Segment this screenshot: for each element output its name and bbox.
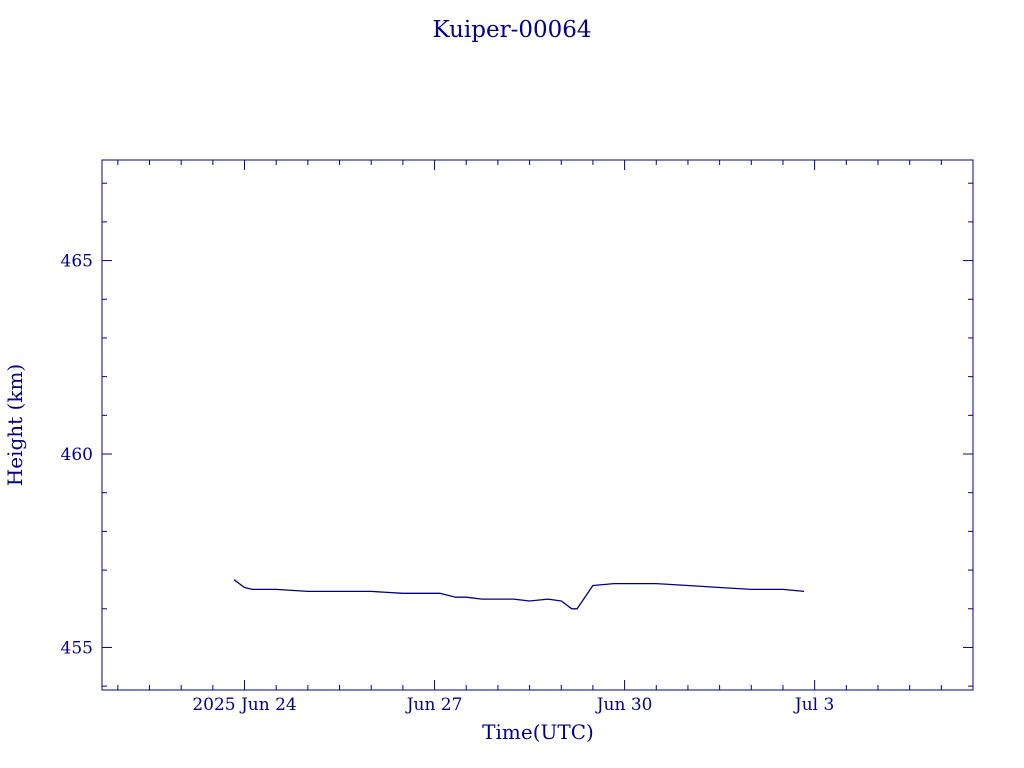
x-tick-labels: 2025 Jun 24 Jun 27 Jun 30 Jul 3 (192, 695, 834, 715)
x-axis-label: Time(UTC) (482, 720, 594, 744)
y-tick-label: 465 (61, 252, 93, 272)
y-tick-label: 460 (61, 445, 93, 465)
y-axis-label: Height (km) (3, 364, 27, 486)
series-line-height (233, 579, 805, 610)
chart-title: Kuiper-00064 (432, 17, 591, 43)
y-tick-labels: 455 460 465 (61, 252, 93, 659)
x-tick-label: Jun 27 (405, 695, 463, 715)
x-tick-label: 2025 Jun 24 (192, 695, 296, 715)
x-tick-label: Jul 3 (793, 695, 834, 715)
x-tick-label: Jun 30 (595, 695, 653, 715)
plot-frame (101, 159, 974, 691)
ticks-layer (102, 160, 974, 690)
y-tick-label: 455 (61, 638, 93, 658)
series-layer (233, 579, 805, 610)
